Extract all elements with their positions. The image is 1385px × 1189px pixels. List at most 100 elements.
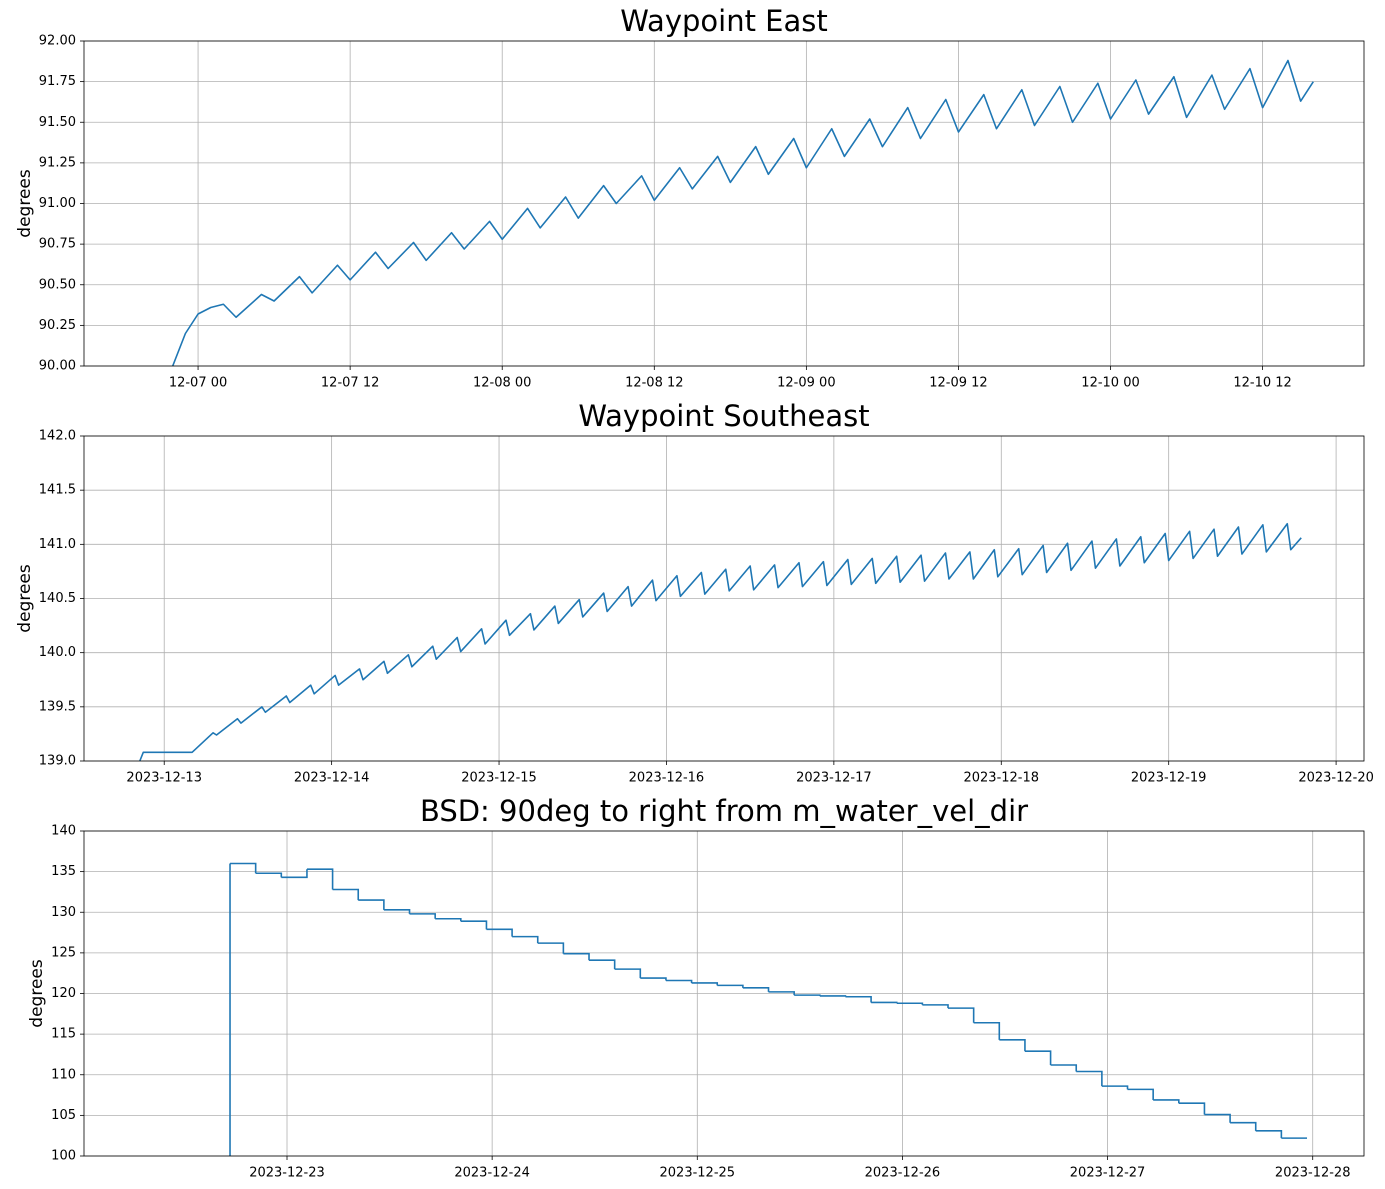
x-tick-label: 2023-12-25 xyxy=(660,1166,736,1181)
y-tick-label: 90.25 xyxy=(39,318,76,333)
y-tick-label: 92.00 xyxy=(39,34,76,49)
y-tick-label: 140.0 xyxy=(39,645,76,660)
step-segment xyxy=(614,968,642,979)
x-tick-label: 2023-12-16 xyxy=(629,771,705,786)
step-segment xyxy=(948,1007,975,1023)
step-segment xyxy=(691,982,719,986)
step-segment xyxy=(1101,1085,1129,1090)
y-tick-label: 100 xyxy=(51,1149,76,1164)
x-tick-label: 2023-12-17 xyxy=(796,771,872,786)
x-tick-label: 2023-12-14 xyxy=(294,771,370,786)
chart-title: BSD: 90deg to right from m_water_vel_dir xyxy=(420,794,1028,828)
x-tick-label: 12-08 00 xyxy=(473,376,531,391)
step-segment xyxy=(563,952,590,961)
y-tick-label: 130 xyxy=(51,905,76,920)
y-tick-label: 125 xyxy=(51,945,76,960)
x-tick-label: 2023-12-13 xyxy=(126,771,202,786)
y-tick-label: 142.0 xyxy=(39,429,76,444)
step-segment xyxy=(1024,1050,1052,1065)
x-tick-label: 2023-12-15 xyxy=(461,771,537,786)
step-segment xyxy=(383,909,411,914)
y-axis-label: degrees xyxy=(15,169,35,238)
step-segment xyxy=(742,987,770,992)
x-tick-label: 12-08 12 xyxy=(625,376,683,391)
step-segment xyxy=(435,917,462,922)
step-segment xyxy=(255,872,283,878)
step-segment xyxy=(871,1001,898,1004)
step-segment xyxy=(537,942,565,954)
x-tick-label: 2023-12-24 xyxy=(454,1166,530,1181)
step-segment xyxy=(589,959,616,970)
x-tick-label: 12-09 12 xyxy=(929,376,987,391)
y-tick-label: 91.50 xyxy=(39,115,76,130)
subplot: BSD: 90deg to right from m_water_vel_dir… xyxy=(27,794,1365,1181)
step-segment xyxy=(1230,1121,1257,1131)
x-tick-label: 2023-12-19 xyxy=(1131,771,1207,786)
step-segment xyxy=(486,928,513,937)
y-tick-label: 91.00 xyxy=(39,196,76,211)
y-tick-label: 140 xyxy=(51,824,76,839)
step-segment xyxy=(281,869,308,879)
y-tick-label: 91.75 xyxy=(39,74,76,89)
x-tick-label: 2023-12-28 xyxy=(1275,1166,1351,1181)
step-segment xyxy=(409,913,436,919)
step-segment xyxy=(768,991,795,996)
step-segment xyxy=(1050,1064,1078,1072)
x-tick-label: 2023-12-27 xyxy=(1070,1166,1146,1181)
step-segment xyxy=(999,1039,1026,1052)
step-segment xyxy=(794,994,821,996)
step-segment xyxy=(230,862,257,874)
plot-frame xyxy=(83,40,1365,367)
y-tick-label: 90.75 xyxy=(39,237,76,252)
y-tick-label: 105 xyxy=(51,1108,76,1123)
step-segment xyxy=(717,984,744,988)
step-segment xyxy=(845,995,872,1003)
y-tick-label: 139.5 xyxy=(39,699,76,714)
chart-title: Waypoint Southeast xyxy=(578,399,869,433)
chart-title: Waypoint East xyxy=(620,4,828,38)
y-tick-label: 139.0 xyxy=(39,754,76,769)
subplot: Waypoint Southeast 139.0 139.5 140.0 140.5 14… xyxy=(15,399,1374,786)
plot-frame xyxy=(83,830,1365,1157)
y-tick-label: 90.00 xyxy=(39,359,76,374)
step-segment xyxy=(512,935,539,944)
x-tick-label: 12-07 12 xyxy=(321,376,379,391)
x-tick-label: 2023-12-18 xyxy=(963,771,1039,786)
y-tick-label: 141.0 xyxy=(39,537,76,552)
step-segment xyxy=(665,979,693,983)
step-segment xyxy=(1178,1102,1206,1115)
step-segment xyxy=(332,888,360,901)
y-tick-label: 135 xyxy=(51,864,76,879)
x-tick-label: 2023-12-26 xyxy=(865,1166,941,1181)
step-segment xyxy=(460,920,488,930)
y-tick-label: 90.50 xyxy=(39,277,76,292)
step-segment xyxy=(1255,1130,1283,1139)
step-segment xyxy=(358,899,385,910)
step-segment xyxy=(922,1004,949,1009)
step-segment xyxy=(973,1021,1001,1040)
step-segment xyxy=(1153,1099,1180,1104)
step-segment xyxy=(1076,1070,1103,1087)
y-tick-label: 91.25 xyxy=(39,155,76,170)
step-segment xyxy=(819,995,847,997)
y-tick-label: 115 xyxy=(51,1027,76,1042)
subplot: Waypoint East 90.00 90.25 90.50 90.75 91.00 91… xyxy=(15,4,1365,391)
y-tick-label: 120 xyxy=(51,986,76,1001)
y-tick-label: 140.5 xyxy=(39,591,76,606)
x-tick-label: 2023-12-20 xyxy=(1298,771,1374,786)
step-segment xyxy=(1204,1113,1231,1123)
data-line xyxy=(139,522,1302,761)
y-tick-label: 141.5 xyxy=(39,483,76,498)
x-tick-label: 12-07 00 xyxy=(169,376,227,391)
x-tick-label: 12-10 00 xyxy=(1081,376,1139,391)
y-axis-label: degrees xyxy=(15,564,35,633)
y-axis-label: degrees xyxy=(27,959,47,1028)
plot-frame xyxy=(83,435,1365,762)
x-tick-label: 12-09 00 xyxy=(777,376,835,391)
step-segment xyxy=(640,977,667,981)
step-segment xyxy=(306,868,334,890)
step-segment xyxy=(1127,1088,1154,1100)
step-segment xyxy=(896,1002,924,1005)
